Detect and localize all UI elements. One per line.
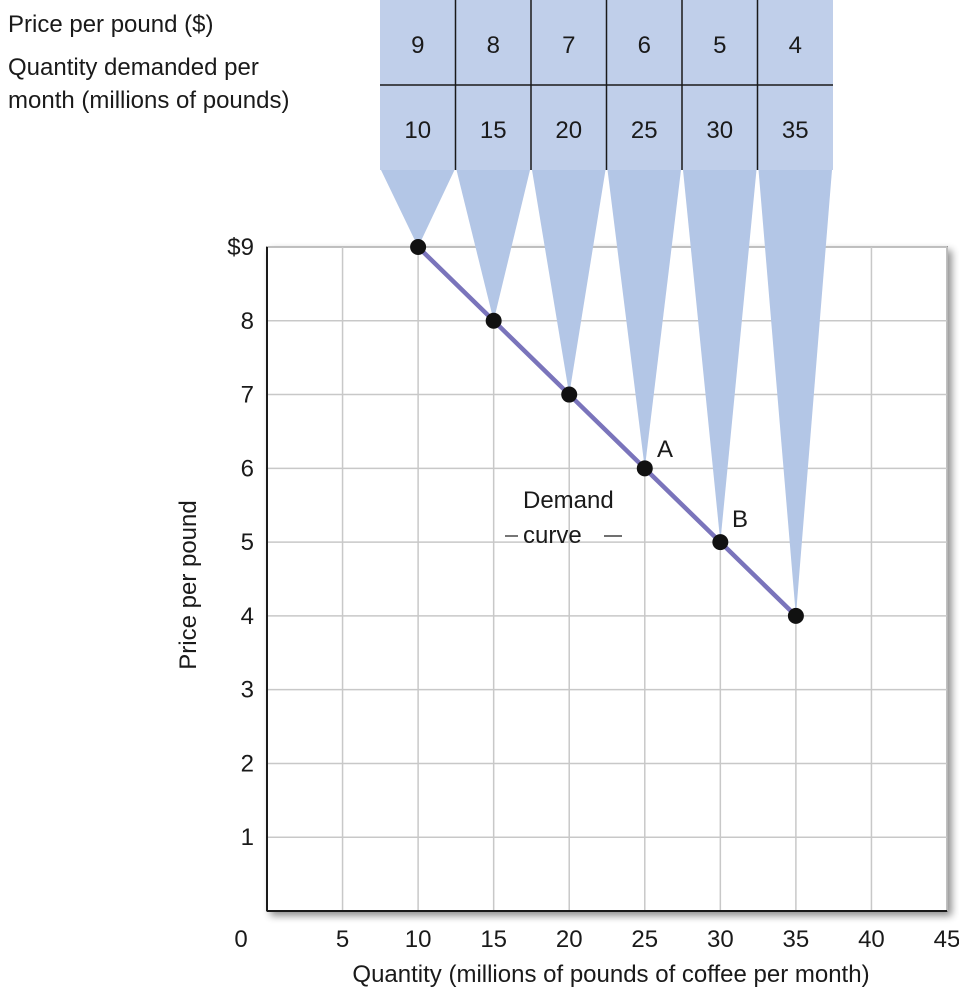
demand-curve-label-line1: Demand bbox=[523, 487, 614, 514]
table-to-point-wedges bbox=[381, 170, 832, 616]
quantity-cell: 15 bbox=[480, 117, 507, 144]
plot-area bbox=[266, 246, 948, 912]
y-tick-label: 3 bbox=[241, 677, 254, 704]
price-cell: 8 bbox=[487, 32, 500, 59]
x-tick-label: 15 bbox=[480, 926, 507, 953]
table-cells: 9 8 7 6 5 4 10 15 20 25 30 35 bbox=[404, 32, 808, 144]
y-tick-label: 2 bbox=[241, 750, 254, 777]
price-cell: 5 bbox=[713, 32, 726, 59]
y-tick-label: $9 bbox=[227, 234, 254, 261]
y-tick-label: 4 bbox=[241, 603, 254, 630]
wedge bbox=[683, 170, 757, 543]
x-axis-title: Quantity (millions of pounds of coffee p… bbox=[352, 961, 869, 988]
x-tick-label: 10 bbox=[405, 926, 432, 953]
table-column-dividers bbox=[454, 0, 759, 170]
y-tick-label: 7 bbox=[241, 382, 254, 409]
data-point bbox=[485, 312, 502, 329]
demand-points bbox=[410, 239, 804, 624]
x-tick-label: 35 bbox=[783, 926, 810, 953]
data-point bbox=[410, 239, 427, 255]
point-a-label: A bbox=[657, 436, 673, 463]
price-cell: 6 bbox=[638, 32, 651, 59]
quantity-cell: 10 bbox=[404, 117, 431, 144]
quantity-row-label-line2: month (millions of pounds) bbox=[8, 87, 289, 114]
x-tick-label: 30 bbox=[707, 926, 734, 953]
y-tick-labels: 1 2 3 4 5 6 7 8 $9 bbox=[227, 234, 254, 851]
y-tick-label: 5 bbox=[241, 529, 254, 556]
quantity-row-label-line1: Quantity demanded per bbox=[8, 54, 259, 81]
x-tick-label: 45 bbox=[934, 926, 959, 953]
x-tick-labels: 0 5 10 15 20 25 30 35 40 45 bbox=[234, 926, 959, 953]
price-cell: 4 bbox=[789, 32, 802, 59]
demand-schedule-table: 9 8 7 6 5 4 10 15 20 25 30 35 bbox=[380, 0, 833, 170]
x-tick-label: 20 bbox=[556, 926, 583, 953]
wedge bbox=[532, 170, 606, 395]
price-cell: 7 bbox=[562, 32, 575, 59]
point-b-label: B bbox=[732, 506, 748, 533]
y-tick-label: 6 bbox=[241, 455, 254, 482]
data-point bbox=[561, 386, 578, 403]
demand-curve-line bbox=[416, 245, 798, 618]
y-axis-title: Price per pound bbox=[175, 500, 202, 669]
wedge bbox=[607, 170, 681, 469]
demand-curve-label-line2: curve bbox=[523, 522, 582, 549]
demand-curve-callout: Demand curve bbox=[505, 487, 622, 549]
wedge bbox=[456, 170, 530, 321]
quantity-cell: 20 bbox=[555, 117, 582, 144]
y-tick-label: 1 bbox=[241, 824, 254, 851]
wedge bbox=[381, 170, 455, 247]
data-point bbox=[636, 460, 653, 477]
y-tick-label: 8 bbox=[241, 308, 254, 335]
price-cell: 9 bbox=[411, 32, 424, 59]
x-tick-label: 25 bbox=[631, 926, 658, 953]
data-point bbox=[712, 534, 729, 551]
data-point bbox=[787, 607, 804, 624]
price-row-label: Price per pound ($) bbox=[8, 11, 213, 38]
quantity-cell: 35 bbox=[782, 117, 809, 144]
quantity-cell: 25 bbox=[631, 117, 658, 144]
x-tick-label: 40 bbox=[858, 926, 885, 953]
x-tick-label: 5 bbox=[336, 926, 349, 953]
wedge bbox=[758, 170, 832, 616]
quantity-cell: 30 bbox=[706, 117, 733, 144]
x-tick-label: 0 bbox=[234, 926, 247, 953]
